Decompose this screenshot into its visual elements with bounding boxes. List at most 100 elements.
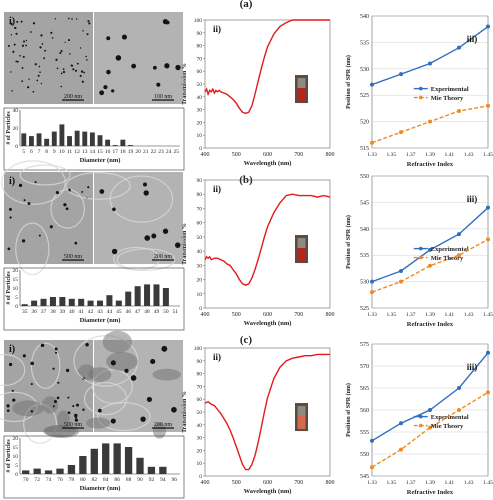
tem-particle <box>62 70 66 74</box>
bar <box>67 465 76 474</box>
x-tick-label: 1.35 <box>387 152 397 158</box>
scale-bar-label: 200 nm <box>64 94 83 100</box>
tem-particle <box>30 410 34 413</box>
cuvette-photo <box>295 235 308 264</box>
scale-bar-label: 500 nm <box>64 254 83 260</box>
bar <box>21 133 27 146</box>
x-tick-label: 9 <box>53 149 56 155</box>
x-tick-label: 51 <box>173 309 179 315</box>
x-tick-label: 42 <box>88 309 94 315</box>
y-tick-label: 20 <box>13 436 19 442</box>
transmission-chart-row-a: 0 10 20 30 40 50 60 70 80 90 100 400 500 600 700 800 Wav… <box>182 18 335 167</box>
data-point <box>486 103 490 108</box>
legend-marker <box>418 414 423 419</box>
tem-particle <box>130 375 137 381</box>
y-tick-label: 50 <box>197 235 203 241</box>
tem-particle <box>25 39 28 42</box>
x-tick-label: 35 <box>22 309 28 315</box>
plot-frame <box>204 19 331 149</box>
legend-marker <box>418 255 423 260</box>
y-tick-label: 80 <box>197 192 203 198</box>
tem-particle <box>39 71 41 73</box>
tem-particle <box>9 207 12 211</box>
bar <box>78 298 85 306</box>
tem-particle <box>72 405 75 408</box>
tem-particle <box>56 67 59 70</box>
x-tick-label: 1.33 <box>367 152 377 158</box>
spr-chart-row-c: 545 550 555 560 565 570 575 1.33 1.35 1.37 1.39 1.4… <box>345 342 493 496</box>
data-point <box>486 237 490 242</box>
bar <box>89 132 95 146</box>
x-tick-label: 84 <box>103 477 109 483</box>
x-axis-label: Wavelength (nm) <box>244 488 292 495</box>
tem-particle <box>12 398 16 402</box>
y-tick-label: 535 <box>360 253 369 259</box>
tem-particle <box>111 89 115 93</box>
tem-particle <box>110 360 116 366</box>
x-tick-label: 800 <box>326 480 335 486</box>
transmission-line <box>204 19 330 115</box>
cuvette-photo <box>295 403 308 432</box>
x-tick-label: 76 <box>57 477 63 483</box>
x-tick-label: 86 <box>114 477 120 483</box>
y-tick-label: 90 <box>197 31 203 37</box>
y-tick-label: 40 <box>197 249 203 255</box>
panel-label-iii: iii) <box>467 34 478 44</box>
tem-particle <box>74 413 78 418</box>
x-tick-label: 48 <box>144 309 150 315</box>
tem-particle <box>75 403 79 407</box>
scale-bar-label: 500 nm <box>64 422 83 428</box>
tem-particle <box>52 405 55 408</box>
tem-particle <box>153 65 157 70</box>
x-axis-label: Diameter (nm) <box>80 157 121 164</box>
plot-frame <box>204 347 331 477</box>
x-tick-label: 400 <box>201 480 210 486</box>
data-point <box>399 72 403 77</box>
tem-particle <box>9 216 12 219</box>
data-point <box>486 350 490 355</box>
bar <box>82 131 88 146</box>
y-tick-label: 575 <box>360 342 369 348</box>
tem-image <box>4 340 93 432</box>
tem-particle <box>69 53 71 55</box>
tem-particle <box>32 90 35 93</box>
y-tick-label: 10 <box>197 133 203 139</box>
spr-chart-row-a: 515 520 525 530 535 540 1.33 1.35 1.37 1.39 1.41 1.… <box>345 14 493 168</box>
tem-particle <box>25 44 28 47</box>
x-tick-label: 1.45 <box>483 152 493 158</box>
x-tick-label: 500 <box>232 152 241 158</box>
tem-particle <box>97 408 102 413</box>
tem-particle <box>37 74 40 77</box>
y-tick-label: 40 <box>197 423 203 429</box>
panel-label-i: i) <box>9 176 15 187</box>
x-tick-label: 43 <box>97 309 103 315</box>
x-tick-label: 1.43 <box>464 312 474 318</box>
x-tick-label: 1.41 <box>445 152 455 158</box>
y-tick-label: 20 <box>197 448 203 454</box>
tem-particle <box>10 22 13 26</box>
panel-label-iii: iii) <box>467 362 478 372</box>
x-tick-label: 6 <box>30 149 33 155</box>
y-tick-label: 90 <box>197 178 203 184</box>
x-axis-label: Diameter (nm) <box>80 317 121 324</box>
y-axis-label: # of Particles <box>6 439 12 473</box>
tem-particle <box>174 242 181 248</box>
tem-particle <box>151 233 157 239</box>
y-tick-label: 20 <box>13 126 19 132</box>
legend-marker <box>418 246 423 251</box>
legend-label: Mie Theory <box>431 423 464 430</box>
y-tick-label: 80 <box>197 372 203 378</box>
x-tick-label: 1.41 <box>445 480 455 486</box>
tem-particle <box>146 396 153 402</box>
bar <box>59 124 65 146</box>
tem-particle <box>80 70 84 73</box>
bar <box>147 466 156 474</box>
tem-particle <box>21 44 25 47</box>
tem-particle <box>106 69 111 75</box>
series-line-experimental <box>371 207 489 283</box>
bar <box>124 447 133 474</box>
x-tick-label: 1.37 <box>406 312 416 318</box>
tem-particle <box>7 247 11 251</box>
y-tick-label: 60 <box>197 69 203 75</box>
bar <box>125 291 132 306</box>
